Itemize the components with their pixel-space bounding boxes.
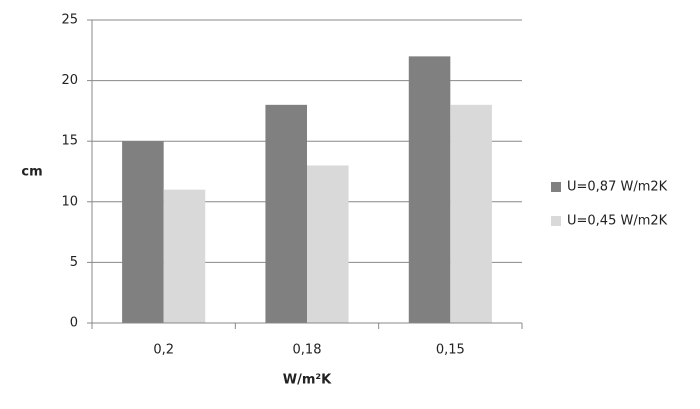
y-tick-label: 25 [61,13,78,28]
legend-swatch [551,216,561,226]
x-tick-label: 0,2 [153,343,174,358]
legend-label: U=0,87 W/m2K [567,180,668,195]
bar [122,141,164,323]
bar [450,104,492,323]
y-tick-label: 10 [61,194,78,209]
y-tick-label: 20 [61,73,78,88]
bar [265,104,307,323]
x-axis-label: W/m²K [283,373,332,388]
bar [307,165,349,323]
legend-swatch [551,182,561,192]
legend-label: U=0,45 W/m2K [567,214,668,229]
bar [408,56,451,324]
x-tick-label: 0,15 [436,343,465,358]
y-tick-label: 0 [70,316,78,331]
y-tick-label: 15 [61,134,78,149]
y-tick-label: 5 [70,255,78,270]
bar [163,189,206,323]
y-axis-label: cm [21,165,42,180]
x-tick-label: 0,18 [293,343,322,358]
